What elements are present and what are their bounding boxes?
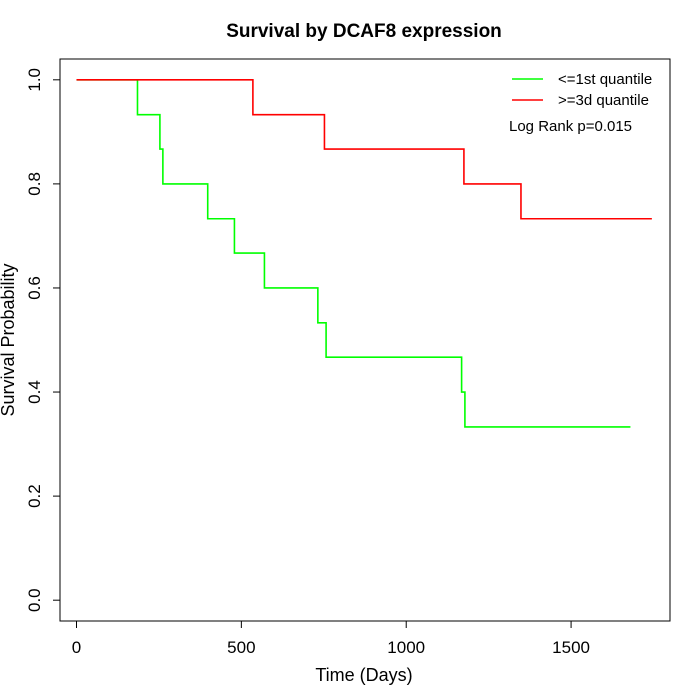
y-tick-label: 0.8 xyxy=(25,172,44,196)
legend: <=1st quantile >=3d quantile xyxy=(512,71,652,109)
y-axis-label: Survival Probability xyxy=(0,263,18,416)
log-rank-annotation: Log Rank p=0.015 xyxy=(509,118,632,135)
survival-curve-series-2 xyxy=(76,79,652,220)
y-axis: 0.0 0.2 0.4 0.6 0.8 1.0 xyxy=(25,68,60,612)
x-tick-label: 1500 xyxy=(552,638,590,657)
y-tick-label: 1.0 xyxy=(25,68,44,92)
x-axis: 0 500 1000 1500 xyxy=(72,621,590,657)
x-tick-label: 500 xyxy=(227,638,255,657)
legend-label: <=1st quantile xyxy=(558,71,652,88)
legend-label: >=3d quantile xyxy=(558,92,649,109)
plot-frame xyxy=(59,58,671,622)
y-tick-label: 0.2 xyxy=(25,484,44,508)
x-tick-label: 1000 xyxy=(387,638,425,657)
y-tick-label: 0.0 xyxy=(25,588,44,612)
y-tick-label: 0.6 xyxy=(25,276,44,300)
x-axis-label: Time (Days) xyxy=(315,665,412,685)
x-tick-label: 0 xyxy=(72,638,81,657)
chart-title: Survival by DCAF8 expression xyxy=(226,21,502,42)
survival-curve-series-1 xyxy=(76,79,631,428)
series-layer xyxy=(76,79,652,428)
y-tick-label: 0.4 xyxy=(25,380,44,404)
